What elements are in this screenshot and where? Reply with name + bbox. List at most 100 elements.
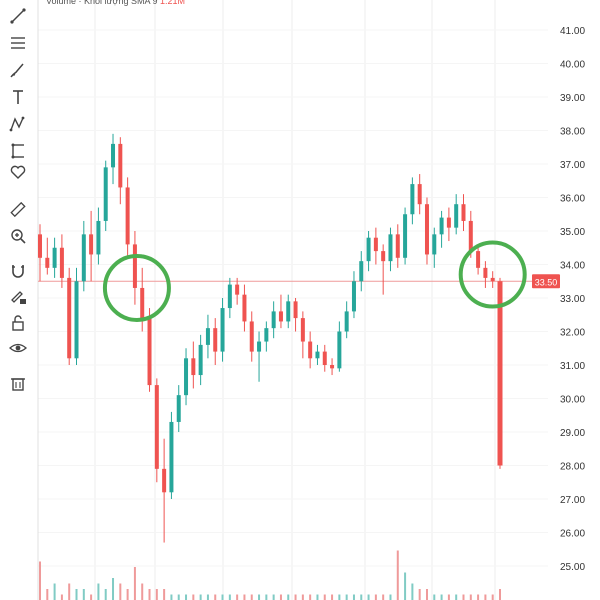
fib-retracement-tool[interactable] — [6, 31, 30, 55]
visibility-tool[interactable] — [6, 336, 30, 360]
candle-body[interactable] — [89, 234, 94, 255]
candle-body[interactable] — [213, 328, 218, 352]
volume-bar — [374, 594, 377, 600]
candle-body[interactable] — [366, 237, 371, 262]
candle-body[interactable] — [286, 301, 291, 322]
volume-bar — [433, 594, 436, 600]
candle-body[interactable] — [45, 257, 50, 268]
magnet-icon — [12, 265, 24, 278]
candle-body[interactable] — [52, 247, 57, 268]
candle-body[interactable] — [439, 217, 444, 235]
delete-tool[interactable] — [6, 371, 30, 395]
candle-body[interactable] — [351, 281, 356, 312]
volume-bar — [499, 589, 501, 600]
volume-bar — [68, 583, 71, 600]
lock-tool[interactable] — [6, 311, 30, 335]
candle-body[interactable] — [111, 143, 116, 168]
candle-body[interactable] — [205, 328, 210, 345]
candle-body[interactable] — [125, 187, 130, 245]
volume-bar — [250, 594, 253, 600]
volume-bar — [236, 594, 239, 600]
candle-body[interactable] — [81, 234, 86, 282]
lock-drawings-tool[interactable] — [6, 284, 30, 308]
trend-line-tool[interactable] — [6, 4, 30, 28]
candle-body[interactable] — [293, 301, 298, 319]
candle-body[interactable] — [446, 217, 451, 228]
candle-body[interactable] — [154, 385, 159, 469]
candle-body[interactable] — [235, 284, 240, 295]
drawing-toolbar — [0, 0, 36, 600]
candle-body[interactable] — [242, 294, 247, 322]
candle-body[interactable] — [264, 328, 269, 342]
pencil-lock-icon — [11, 291, 26, 304]
heart-icon — [10, 165, 26, 179]
candle-body[interactable] — [278, 311, 283, 322]
candle-body[interactable] — [96, 220, 101, 255]
candle-body[interactable] — [300, 318, 305, 342]
candle-body[interactable] — [337, 331, 342, 369]
candle-body[interactable] — [176, 395, 181, 422]
candle-body[interactable] — [330, 365, 335, 369]
candle-body[interactable] — [410, 184, 415, 215]
candle-body[interactable] — [184, 358, 189, 396]
candle-body[interactable] — [103, 167, 108, 221]
candle-body[interactable] — [220, 308, 225, 352]
candle-body[interactable] — [38, 234, 42, 258]
candle-body[interactable] — [67, 277, 72, 359]
volume-bar — [316, 594, 319, 600]
candle-body[interactable] — [381, 251, 386, 262]
candle-body[interactable] — [497, 281, 503, 466]
pattern-tool[interactable] — [6, 112, 30, 136]
candle-body[interactable] — [432, 234, 437, 255]
candle-body[interactable] — [132, 244, 137, 288]
candle-body[interactable] — [147, 318, 152, 386]
candle-body[interactable] — [476, 251, 481, 268]
volume-bar — [455, 594, 458, 600]
volume-bar — [258, 594, 261, 600]
candle-body[interactable] — [198, 344, 203, 376]
volume-bar — [411, 583, 414, 600]
candle-body[interactable] — [483, 267, 488, 278]
volume-bar — [206, 594, 209, 600]
candle-body[interactable] — [344, 311, 349, 332]
candle-body[interactable] — [395, 234, 400, 258]
candle-body[interactable] — [454, 204, 459, 228]
candle-body[interactable] — [315, 351, 320, 359]
volume-bar — [404, 572, 407, 600]
magnet-tool[interactable] — [6, 259, 30, 283]
zoom-in-tool[interactable] — [6, 224, 30, 248]
candle-body[interactable] — [191, 358, 196, 376]
candle-body[interactable] — [424, 204, 429, 255]
candle-body[interactable] — [257, 341, 262, 352]
ruler-tool[interactable] — [6, 197, 30, 221]
candle-body[interactable] — [308, 341, 313, 359]
favorites-tool[interactable] — [6, 160, 30, 184]
measure-tool[interactable] — [6, 139, 30, 163]
volume-bar — [287, 594, 290, 600]
candle-body[interactable] — [461, 204, 466, 221]
candle-body[interactable] — [249, 321, 254, 352]
candle-body[interactable] — [271, 311, 276, 329]
candle-body[interactable] — [118, 143, 123, 188]
text-tool[interactable] — [6, 85, 30, 109]
candle-body[interactable] — [322, 351, 327, 365]
candle-body[interactable] — [388, 234, 393, 262]
candle-body[interactable] — [74, 281, 79, 359]
candle-body[interactable] — [140, 287, 145, 319]
y-axis-tick-label: 36.00 — [560, 194, 585, 205]
eye-icon — [9, 343, 27, 353]
candle-body[interactable] — [417, 184, 422, 205]
candle-body[interactable] — [468, 220, 473, 252]
candle-body[interactable] — [490, 277, 495, 282]
candle-body[interactable] — [59, 247, 64, 278]
volume-bar — [279, 594, 282, 600]
volume-bar — [301, 594, 304, 600]
candle-body[interactable] — [359, 261, 364, 282]
candle-body[interactable] — [227, 284, 232, 309]
candle-body[interactable] — [162, 468, 167, 493]
candle-body[interactable] — [373, 237, 378, 252]
candle-body[interactable] — [169, 421, 174, 493]
candle-body[interactable] — [403, 214, 408, 258]
brush-tool[interactable] — [6, 58, 30, 82]
